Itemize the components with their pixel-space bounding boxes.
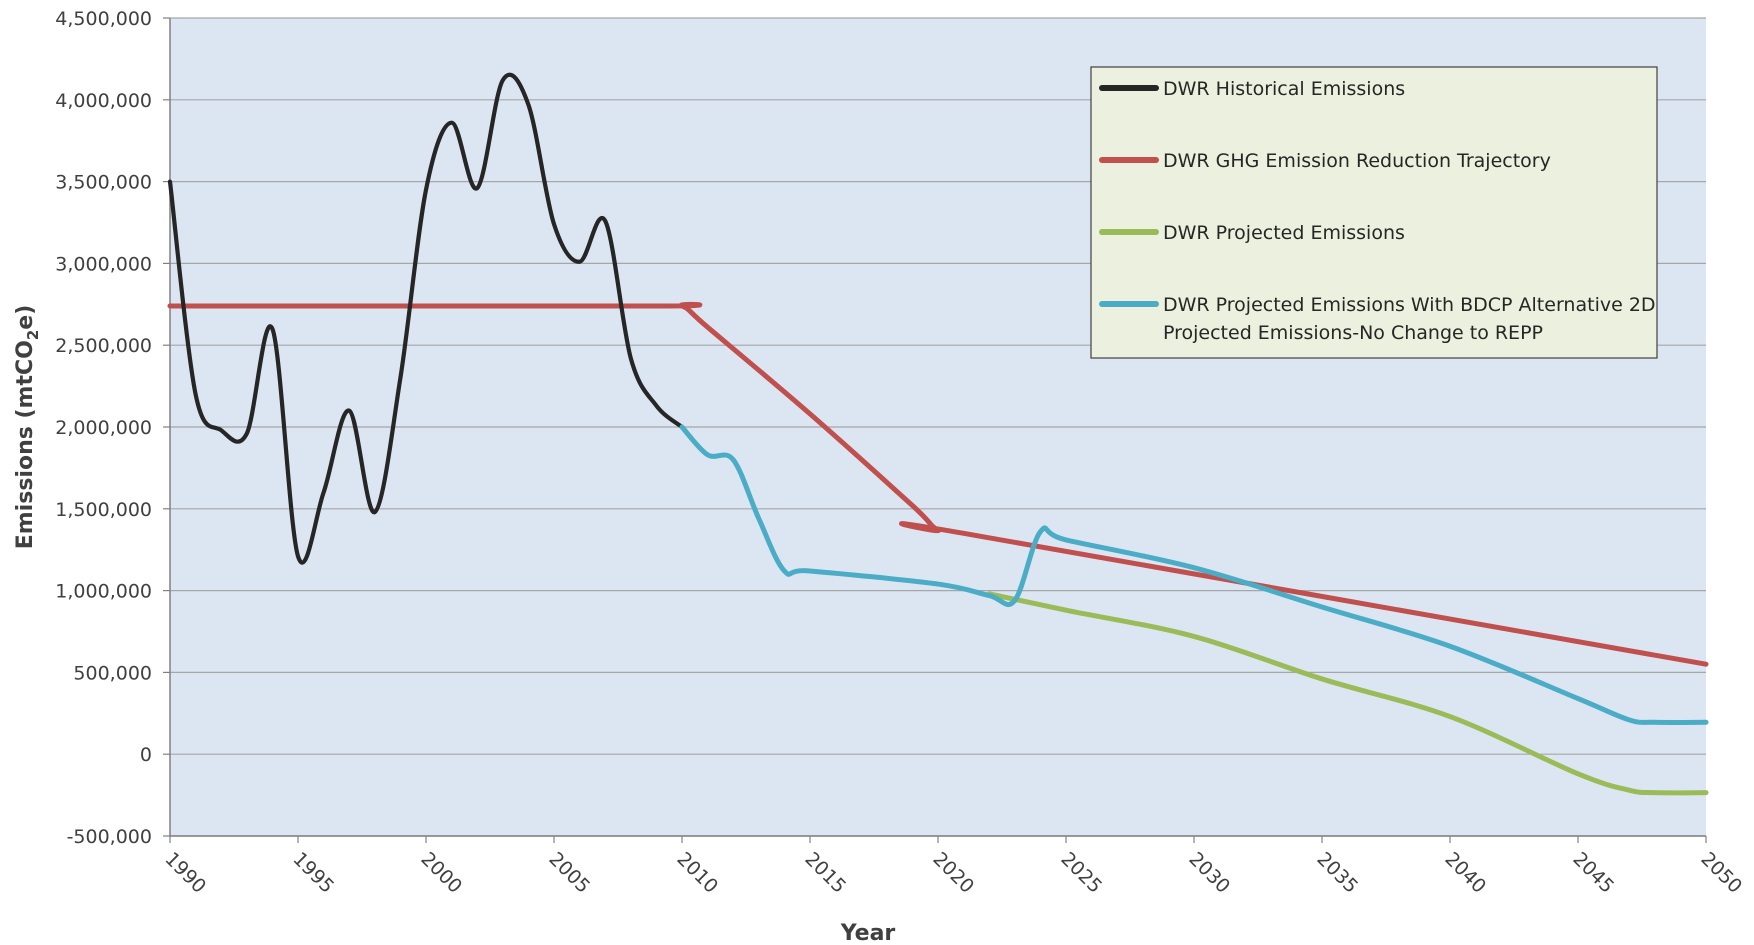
x-tick-label: 2020 (928, 848, 978, 898)
x-tick-label: 2045 (1568, 848, 1618, 898)
series-line-dwr-ghg-emission-reduction-trajectory (167, 301, 1709, 667)
x-tick-label: 2005 (544, 848, 594, 898)
y-tick-label: 4,000,000 (55, 90, 152, 112)
x-tick-label: 2030 (1184, 848, 1234, 898)
y-tick-label: 3,500,000 (55, 172, 152, 194)
x-tick-label: 1990 (160, 848, 210, 898)
x-tick-label: 2010 (672, 848, 722, 898)
y-tick-label: 0 (140, 744, 152, 766)
x-tick-label: 1995 (288, 848, 338, 898)
legend-label-line2: Projected Emissions-No Change to REPP (1163, 322, 1543, 344)
axes (163, 17, 1707, 843)
legend-label: DWR Projected Emissions With BDCP Altern… (1163, 294, 1656, 316)
y-tick-labels: -500,000 0 500,000 1,000,000 1,500,000 2,000,… (55, 8, 152, 848)
y-tick-label: 1,500,000 (55, 499, 152, 521)
legend-label: DWR Projected Emissions (1163, 222, 1405, 244)
x-tick-labels: 1990 1995 2000 2005 2010 2015 2020 2025 2030 2035… (160, 848, 1746, 898)
legend-label: DWR GHG Emission Reduction Trajectory (1163, 150, 1551, 172)
x-tick-label: 2035 (1312, 848, 1362, 898)
y-tick-label: 3,000,000 (55, 253, 152, 275)
y-tick-label: 1,000,000 (55, 581, 152, 603)
series-lines (167, 72, 1709, 796)
x-tick-label: 2025 (1056, 848, 1106, 898)
y-tick-label: 2,500,000 (55, 335, 152, 357)
y-tick-label: 4,500,000 (55, 8, 152, 30)
series-line-dwr-historical-emissions (167, 72, 685, 565)
legend: DWR Historical Emissions DWR GHG Emission… (1090, 66, 1658, 359)
y-tick-label: 500,000 (73, 662, 152, 684)
x-tick-label: 2040 (1440, 848, 1490, 898)
series-line-dwr-projected-emissions-with-bdcp-alternative-2d (679, 424, 1709, 725)
y-tick-label: -500,000 (67, 826, 152, 848)
y-tick-label: 2,000,000 (55, 417, 152, 439)
legend-label: DWR Historical Emissions (1163, 78, 1405, 100)
x-tick-label: 2050 (1696, 848, 1746, 898)
legend-box (1090, 66, 1658, 359)
x-tick-label: 2015 (800, 848, 850, 898)
x-axis-title: Year (840, 921, 896, 945)
series-line-dwr-projected-emissions (986, 591, 1709, 796)
y-axis-title: Emissions (mtCO2e) (13, 305, 42, 550)
x-tick-label: 2000 (416, 848, 466, 898)
